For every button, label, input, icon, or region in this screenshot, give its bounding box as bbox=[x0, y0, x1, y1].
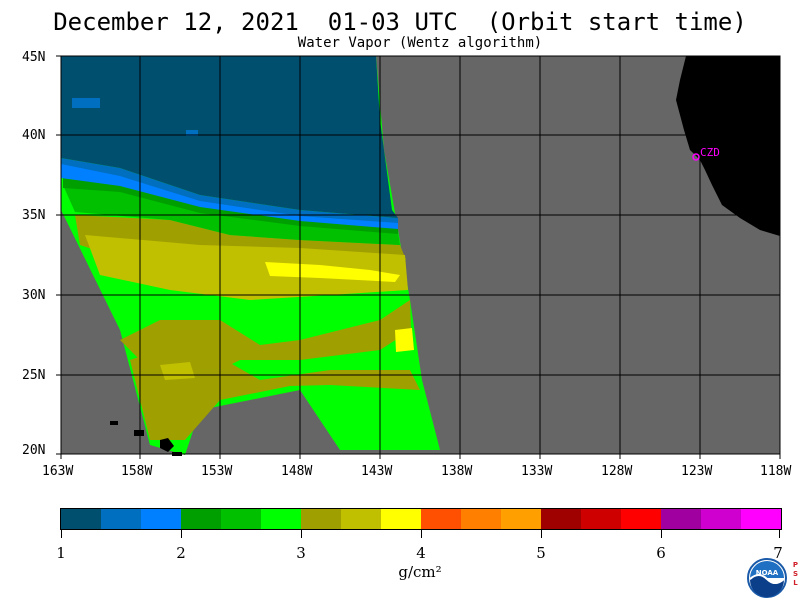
hawaii-island bbox=[110, 421, 118, 425]
map-border bbox=[60, 55, 781, 455]
colorbar-segment bbox=[701, 509, 741, 529]
colorbar-segment bbox=[421, 509, 461, 529]
psl-letter: S bbox=[792, 570, 799, 578]
water-vapor-swath bbox=[61, 56, 440, 455]
colorbar-segment bbox=[261, 509, 301, 529]
swath-olive-mid bbox=[120, 300, 411, 380]
colorbar-segment bbox=[621, 509, 661, 529]
colorbar-tick-label: 6 bbox=[656, 544, 666, 562]
station-marker: CZD bbox=[692, 146, 720, 161]
lon-label: 158W bbox=[121, 464, 153, 479]
hawaii-island bbox=[134, 430, 144, 436]
graticule bbox=[61, 56, 780, 454]
noaa-logo-icon: NOAA bbox=[747, 558, 787, 598]
lat-label: 35N bbox=[22, 208, 46, 223]
noaa-logo-text: NOAA bbox=[756, 569, 779, 577]
colorbar-tick-label: 1 bbox=[56, 544, 66, 562]
lat-label: 30N bbox=[22, 288, 46, 303]
psl-letter: L bbox=[793, 579, 798, 587]
colorbar-segment bbox=[381, 509, 421, 529]
psl-letter: P bbox=[792, 561, 799, 569]
colorbar-segment bbox=[741, 509, 781, 529]
colorbar-segment bbox=[661, 509, 701, 529]
lon-label: 133W bbox=[521, 464, 553, 479]
psl-logo: P S L bbox=[791, 561, 800, 588]
map-title: December 12, 2021 01-03 UTC (Orbit start… bbox=[53, 8, 747, 36]
colorbar bbox=[60, 508, 782, 530]
lon-label: 118W bbox=[760, 464, 792, 479]
colorbar-tick bbox=[301, 530, 302, 538]
colorbar-segment bbox=[61, 509, 101, 529]
colorbar-tick bbox=[541, 530, 542, 538]
lat-label: 20N bbox=[22, 443, 46, 458]
swath-blue-speckle bbox=[186, 130, 198, 136]
lat-label: 25N bbox=[22, 368, 46, 383]
colorbar-tick bbox=[661, 530, 662, 538]
colorbar-tick bbox=[61, 530, 62, 538]
colorbar-tick-label: 2 bbox=[176, 544, 186, 562]
colorbar-segment bbox=[461, 509, 501, 529]
colorbar-tick-label: 5 bbox=[536, 544, 546, 562]
swath-green-band-north bbox=[63, 185, 400, 245]
lon-label: 143W bbox=[361, 464, 393, 479]
colorbar-units: g/cm² bbox=[398, 563, 442, 581]
swath-dark-blue-north bbox=[61, 56, 398, 218]
colorbar-segment bbox=[581, 509, 621, 529]
lon-label: 148W bbox=[281, 464, 313, 479]
colorbar-segment bbox=[101, 509, 141, 529]
colorbar-tick-label: 3 bbox=[296, 544, 306, 562]
lon-label: 123W bbox=[681, 464, 713, 479]
colorbar-segment bbox=[541, 509, 581, 529]
lon-label: 163W bbox=[42, 464, 74, 479]
map-subtitle: Water Vapor (Wentz algorithm) bbox=[297, 35, 543, 51]
station-circle bbox=[692, 153, 700, 161]
swath-yellow-patch-east bbox=[395, 328, 414, 352]
colorbar-tick bbox=[779, 530, 780, 538]
swath-blue-band bbox=[61, 163, 398, 229]
hawaii-island bbox=[160, 438, 174, 452]
swath-blue-speckle bbox=[72, 98, 100, 108]
swath-yellow-olive bbox=[85, 235, 408, 300]
swath-yellow-patch bbox=[160, 362, 195, 380]
colorbar-tick bbox=[421, 530, 422, 538]
colorbar-segment bbox=[301, 509, 341, 529]
north-america-coast bbox=[676, 56, 780, 236]
colorbar-segment bbox=[221, 509, 261, 529]
colorbar-segment bbox=[141, 509, 181, 529]
colorbar-tick-label: 7 bbox=[773, 544, 783, 562]
lon-label: 153W bbox=[201, 464, 233, 479]
colorbar-segment bbox=[341, 509, 381, 529]
colorbar-segment bbox=[501, 509, 541, 529]
axis-ticks bbox=[56, 55, 781, 459]
swath-yellow-streak bbox=[265, 262, 400, 282]
lat-label: 40N bbox=[22, 128, 46, 143]
colorbar-segment bbox=[181, 509, 221, 529]
colorbar-tick-label: 4 bbox=[416, 544, 426, 562]
colorbar-tick bbox=[181, 530, 182, 538]
station-label: CZD bbox=[700, 146, 720, 159]
lon-label: 128W bbox=[601, 464, 633, 479]
swath-mid-blue-band bbox=[61, 158, 398, 223]
lat-label: 45N bbox=[22, 50, 46, 65]
lon-label: 138W bbox=[441, 464, 473, 479]
